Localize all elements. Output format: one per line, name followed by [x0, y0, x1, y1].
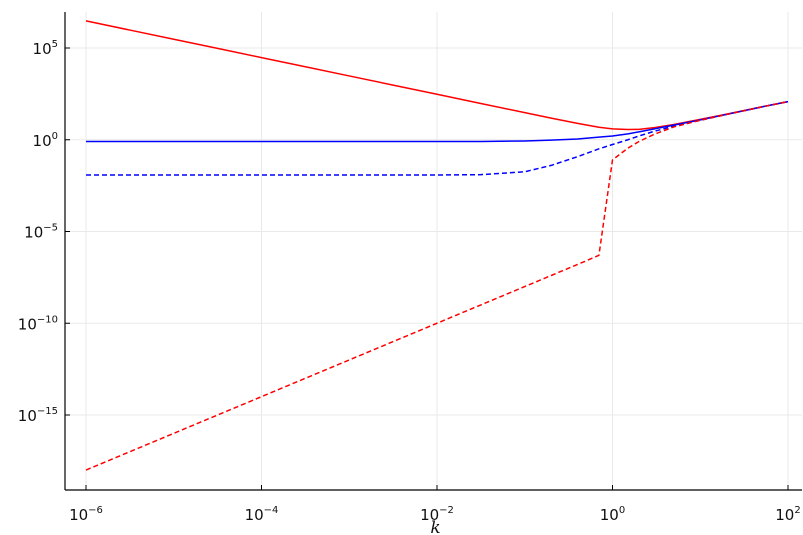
series-lines — [85, 20, 789, 471]
x-tick-label-2: 10−2 — [420, 505, 454, 524]
x-tick-label-4: 102 — [775, 505, 800, 524]
y-tick-label-0: 105 — [33, 39, 58, 58]
x-tick-label-1: 10−4 — [245, 505, 279, 524]
x-tick-labels: 10−6 10−4 10−2 100 102 — [69, 505, 801, 524]
series-line-3 — [85, 100, 789, 471]
x-axis-label: k — [430, 518, 440, 535]
y-tick-labels: 105 100 10−5 10−10 10−15 — [18, 39, 58, 425]
x-tick-label-0: 10−6 — [69, 505, 103, 524]
y-tick-label-4: 10−15 — [18, 406, 58, 425]
y-tick-label-2: 10−5 — [24, 223, 58, 242]
grid-lines — [65, 12, 802, 490]
y-tick-label-1: 100 — [33, 131, 58, 150]
axes — [64, 12, 802, 491]
y-tick-label-3: 10−10 — [18, 314, 58, 333]
series-line-1 — [86, 100, 789, 143]
x-tick-label-3: 100 — [600, 505, 625, 524]
